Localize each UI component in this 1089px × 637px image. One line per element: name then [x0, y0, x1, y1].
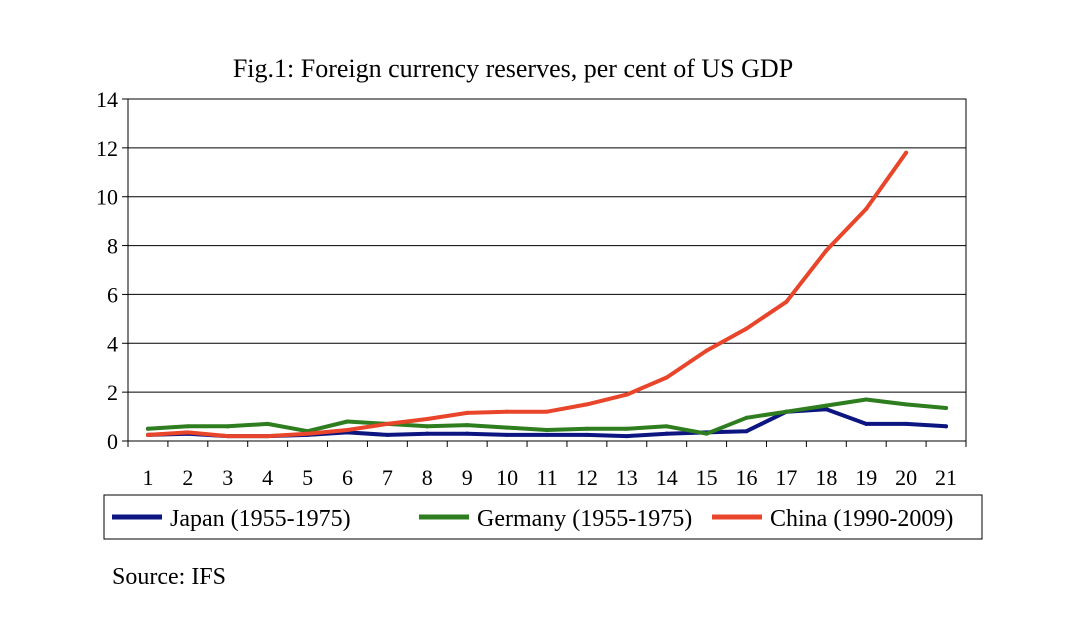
data-point	[425, 424, 430, 429]
data-point	[904, 150, 909, 155]
data-point	[425, 431, 430, 436]
y-tick-label: 8	[107, 234, 118, 259]
y-tick-label: 14	[96, 87, 118, 112]
series-line-2	[146, 150, 909, 439]
y-tick-label: 4	[107, 331, 118, 356]
grid-layer	[128, 147, 966, 393]
data-point	[545, 409, 549, 414]
x-tick-label: 6	[342, 465, 353, 490]
data-point	[225, 434, 230, 439]
data-point	[624, 434, 629, 439]
x-tick-label: 18	[815, 465, 837, 490]
data-point	[145, 426, 150, 431]
x-tick-label: 19	[855, 465, 877, 490]
data-point	[584, 402, 589, 407]
legend-label-1: Germany (1955-1975)	[477, 506, 692, 532]
x-tick-label: 15	[696, 465, 718, 490]
data-point	[744, 429, 749, 434]
data-point	[505, 409, 510, 414]
data-point	[864, 397, 869, 402]
y-tick-label: 12	[96, 136, 118, 161]
data-point	[944, 424, 949, 429]
data-point	[864, 206, 869, 211]
data-point	[465, 410, 470, 415]
data-point	[584, 426, 589, 431]
data-point	[624, 426, 629, 431]
data-point	[744, 326, 749, 331]
y-tick-label: 2	[107, 380, 118, 405]
x-tick-label: 4	[262, 465, 273, 490]
data-point	[545, 428, 549, 433]
data-point	[505, 432, 510, 437]
data-point	[904, 421, 909, 426]
data-point	[824, 248, 829, 253]
data-point	[944, 406, 949, 411]
x-tick-label: 10	[496, 465, 518, 490]
x-tick-label: 11	[536, 465, 557, 490]
data-point	[465, 431, 470, 436]
series-layer	[145, 150, 949, 439]
data-point	[185, 424, 190, 429]
data-point	[385, 432, 390, 437]
y-tick-label: 10	[96, 185, 118, 210]
data-point	[584, 432, 589, 437]
x-tick-label: 1	[142, 465, 153, 490]
data-point	[345, 428, 350, 433]
x-tick-label: 14	[656, 465, 678, 490]
data-point	[824, 403, 829, 408]
data-point	[385, 421, 390, 426]
x-tick-label: 17	[775, 465, 797, 490]
data-point	[345, 419, 350, 424]
data-point	[784, 299, 789, 304]
data-point	[704, 431, 709, 436]
plot-area-frame	[127, 98, 967, 442]
data-point	[664, 431, 669, 436]
data-point	[425, 417, 430, 422]
y-tick-label: 6	[107, 282, 118, 307]
data-point	[145, 432, 150, 437]
y-tick-label: 0	[107, 429, 118, 454]
legend: Japan (1955-1975) Germany (1955-1975) Chin…	[103, 494, 983, 540]
data-point	[505, 425, 510, 430]
data-point	[624, 392, 629, 397]
x-tick-label: 3	[222, 465, 233, 490]
x-tick-label: 2	[182, 465, 193, 490]
x-tick-label: 21	[935, 465, 957, 490]
data-point	[904, 402, 909, 407]
source-note: Source: IFS	[112, 564, 226, 590]
x-tick-label: 13	[616, 465, 638, 490]
data-point	[265, 421, 270, 426]
x-tick-label: 16	[736, 465, 758, 490]
data-point	[784, 409, 789, 414]
x-tick-label: 5	[302, 465, 313, 490]
legend-label-0: Japan (1955-1975)	[170, 506, 351, 532]
data-point	[664, 375, 669, 380]
x-tick-label: 12	[576, 465, 598, 490]
data-point	[864, 421, 869, 426]
data-point	[465, 423, 470, 428]
data-point	[265, 434, 270, 439]
x-tick-label: 9	[462, 465, 473, 490]
legend-box	[103, 494, 983, 540]
x-tick-label: 20	[895, 465, 917, 490]
data-point	[824, 407, 829, 412]
data-point	[704, 348, 709, 353]
x-tick-label: 7	[382, 465, 393, 490]
chart-title: Fig.1: Foreign currency reserves, per ce…	[233, 54, 793, 83]
legend-label-2: China (1990-2009)	[770, 506, 953, 532]
data-point	[305, 431, 310, 436]
data-point	[545, 432, 549, 437]
data-point	[664, 424, 669, 429]
x-tick-label: 8	[422, 465, 433, 490]
data-point	[744, 415, 749, 420]
data-point	[185, 430, 190, 435]
data-point	[225, 424, 230, 429]
